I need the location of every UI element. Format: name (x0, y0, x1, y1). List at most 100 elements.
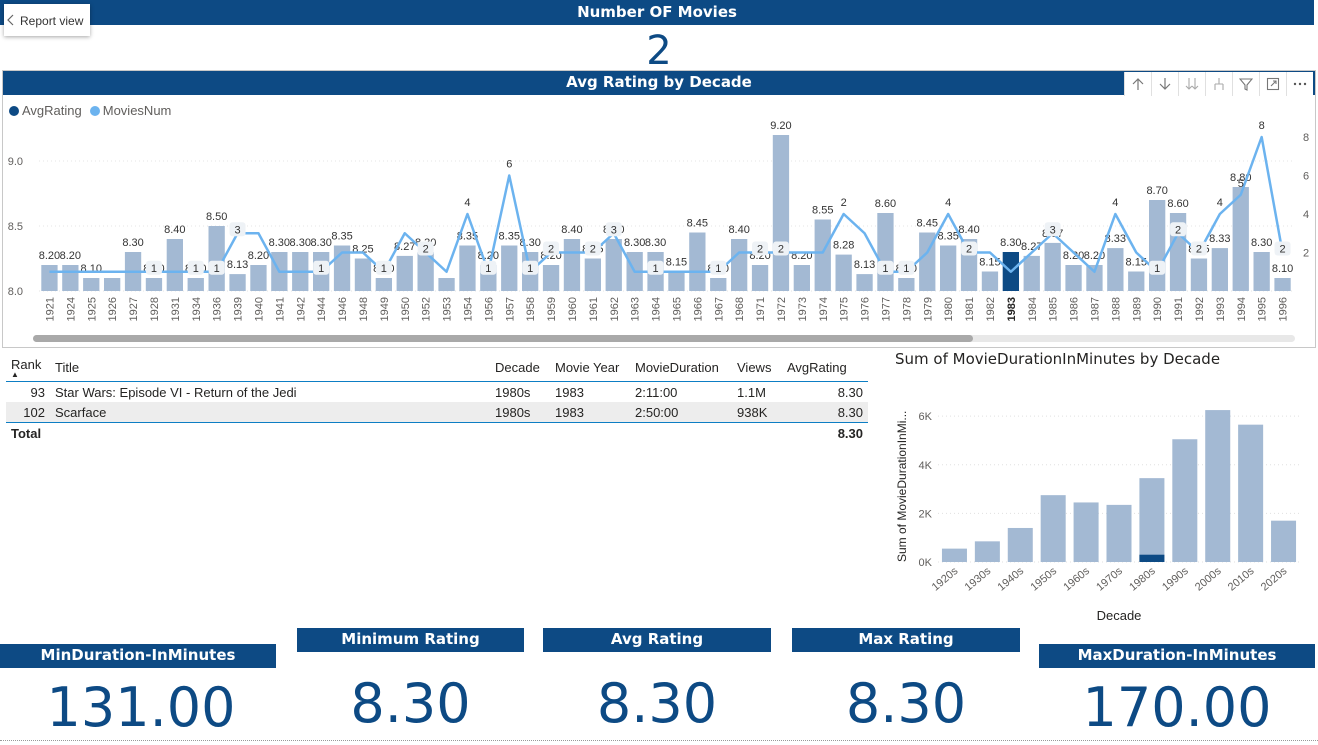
chart-bar (41, 265, 58, 291)
chart-bar (396, 255, 413, 291)
chart-bar (187, 278, 204, 291)
line-label-bg (208, 260, 225, 275)
line-label-bg (480, 260, 497, 275)
avg-rating-chart[interactable]: Avg Rating by Decade AvgRating MoviesNum… (2, 70, 1316, 348)
x-axis-tick-label: 1991 (1173, 297, 1185, 321)
line-data-label: 1 (485, 263, 491, 275)
chart-bar (501, 245, 518, 291)
x-axis-tick-label: 1966 (692, 297, 704, 321)
chart-bar (1172, 439, 1198, 562)
report-view-label: Report view (20, 14, 84, 28)
x-axis-tick-label: 1926 (107, 297, 119, 321)
column-header-movie-duration[interactable]: MovieDuration (630, 354, 732, 382)
expand-hierarchy-icon[interactable] (1205, 72, 1232, 96)
report-view-button[interactable]: Report view (4, 4, 90, 36)
bar-data-label: 8.20 (39, 250, 60, 262)
column-header-title[interactable]: Title (50, 354, 490, 382)
column-header-movie-year[interactable]: Movie Year (550, 354, 630, 382)
chart-bar (772, 135, 790, 291)
chart-bar (1128, 271, 1145, 291)
chart-bar (208, 226, 225, 291)
y-axis-left-tick-label: 8.0 (8, 286, 23, 298)
column-header-rank[interactable]: Rank ▲ (6, 354, 50, 382)
x-axis-tick-label: 1924 (65, 297, 77, 321)
x-axis-tick-label: 1996 (1278, 297, 1290, 321)
table-row[interactable]: 102 Scarface 1980s 1983 2:50:00 938K 8.3… (6, 402, 868, 423)
duration-by-decade-chart[interactable]: Sum of MovieDurationInMinutes by Decade 0… (890, 344, 1310, 626)
x-axis-tick-label: 1968 (734, 297, 746, 321)
chart-bar (83, 278, 100, 291)
x-axis-tick-label: 1950s (1028, 565, 1059, 594)
column-header-views[interactable]: Views (732, 354, 782, 382)
go-to-next-level-icon[interactable] (1178, 72, 1205, 96)
x-axis-tick-label: 1989 (1131, 297, 1143, 321)
avg-rating-chart-title-bar: Avg Rating by Decade (3, 71, 1315, 95)
line-label-bg (647, 260, 664, 275)
page-bottom-divider (0, 740, 1318, 741)
column-header-avg-rating[interactable]: AvgRating (782, 354, 868, 382)
chart-bar (229, 274, 246, 291)
chart-bar (354, 258, 372, 291)
line-data-label: 1 (1154, 263, 1160, 275)
cell-title: Scarface (50, 402, 490, 423)
chart-legend: AvgRating MoviesNum (9, 103, 171, 118)
legend-label: AvgRating (22, 103, 82, 118)
chart-bar (1007, 527, 1033, 562)
back-arrow-icon (7, 14, 14, 26)
chart-bar (793, 265, 811, 291)
bar-data-label: 8.40 (561, 224, 582, 236)
chart-bar (974, 541, 1000, 562)
x-axis-tick-label: 1994 (1236, 297, 1248, 321)
column-header-decade[interactable]: Decade (490, 354, 550, 382)
focus-mode-icon[interactable] (1259, 72, 1286, 96)
chart-bar (814, 219, 831, 291)
kpi-value-min-duration: 131.00 (46, 676, 236, 739)
table-row[interactable]: 93 Star Wars: Episode VI - Return of the… (6, 382, 868, 403)
chart-bar (1211, 248, 1229, 291)
line-data-label: 4 (945, 197, 951, 209)
x-axis-tick-label: 1944 (316, 297, 328, 321)
line-label-bg (543, 241, 560, 256)
line-label-bg (772, 241, 789, 256)
line-data-label: 3 (611, 224, 617, 236)
chart-bar (542, 265, 560, 291)
header-title: Number OF Movies (577, 3, 737, 21)
x-axis-tick-label: 1942 (295, 297, 307, 321)
horizontal-scrollbar[interactable] (33, 335, 1295, 342)
x-axis-tick-label: 1956 (483, 297, 495, 321)
line-label-bg (584, 241, 601, 256)
legend-item-avgrating[interactable]: AvgRating (9, 103, 82, 118)
total-avg-rating: 8.30 (782, 422, 868, 443)
x-axis-tick-label: 1982 (985, 297, 997, 321)
kpi-label-max-duration: MaxDuration-InMinutes (1039, 644, 1315, 668)
x-axis-tick-label: 1979 (922, 297, 934, 321)
legend-item-moviesnum[interactable]: MoviesNum (89, 103, 171, 118)
chart-bar (1073, 502, 1099, 562)
x-axis-tick-label: 1995 (1257, 297, 1269, 321)
bar-data-label: 8.33 (1209, 233, 1230, 245)
x-axis-tick-label: 1988 (1110, 297, 1122, 321)
x-axis-tick-label: 1965 (671, 297, 683, 321)
chart-bar (563, 239, 581, 291)
chart-bar (1148, 200, 1166, 291)
filter-icon[interactable] (1232, 72, 1259, 96)
drill-up-icon[interactable] (1124, 72, 1151, 96)
more-options-icon[interactable] (1286, 72, 1313, 96)
chart-bar (438, 278, 455, 291)
scrollbar-thumb[interactable] (33, 335, 973, 342)
line-data-label: 3 (1050, 224, 1056, 236)
line-label-bg (605, 222, 622, 237)
chart-bar (62, 265, 79, 291)
chart-bar (1106, 504, 1132, 562)
x-axis-tick-label: 1986 (1069, 297, 1081, 321)
x-axis-tick-label: 1931 (170, 297, 182, 321)
cell-rank: 102 (6, 402, 50, 423)
x-axis-tick-label: 1992 (1194, 297, 1206, 321)
cell-movie-duration: 2:50:00 (630, 402, 732, 423)
bar-data-label: 8.40 (958, 224, 979, 236)
line-data-label: 1 (193, 263, 199, 275)
line-data-label: 1 (652, 263, 658, 275)
drill-down-icon[interactable] (1151, 72, 1178, 96)
x-axis-tick-label: 1957 (504, 297, 516, 321)
line-data-label: 4 (1217, 197, 1223, 209)
